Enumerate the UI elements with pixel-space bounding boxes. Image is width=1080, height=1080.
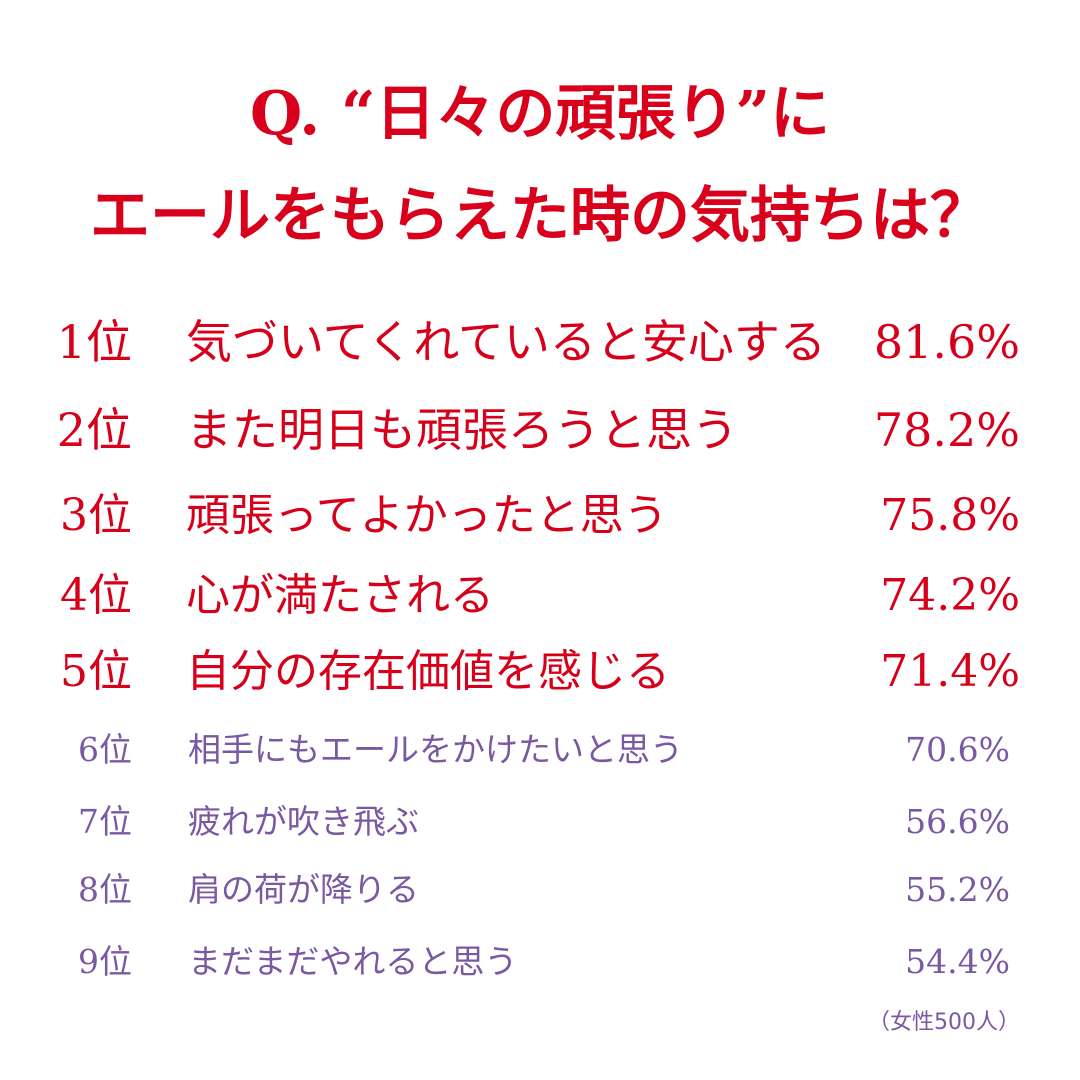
- rank-label: 8位: [78, 870, 132, 909]
- percentage-value: 75.8%: [880, 490, 1020, 541]
- question-title-line-1: Q. “日々の頑張り”に: [249, 79, 831, 149]
- rank-label: 9位: [78, 942, 132, 981]
- rank-label: 2位: [56, 403, 132, 457]
- answer-label: 気づいてくれていると安心する: [186, 315, 826, 369]
- answer-label: 自分の存在価値を感じる: [186, 646, 670, 697]
- rank-label: 7位: [78, 802, 132, 841]
- rank-label: 3位: [60, 490, 132, 541]
- answer-label: 心が満たされる: [186, 570, 494, 621]
- rank-label: 5位: [60, 646, 132, 697]
- answer-label: 疲れが吹き飛ぶ: [188, 802, 419, 841]
- percentage-value: 71.4%: [880, 646, 1020, 697]
- sample-size-note: （女性500人）: [868, 1010, 1020, 1035]
- answer-label: 肩の荷が降りる: [188, 870, 419, 909]
- rank-label: 1位: [56, 315, 132, 369]
- rank-label: 4位: [60, 570, 132, 621]
- question-title-line-2: エールをもらえた時の気持ちは？: [90, 181, 990, 251]
- percentage-value: 74.2%: [880, 570, 1020, 621]
- answer-label: まだまだやれると思う: [188, 942, 518, 981]
- rank-label: 6位: [78, 730, 132, 769]
- answer-label: 相手にもエールをかけたいと思う: [188, 730, 683, 769]
- answer-label: また明日も頑張ろうと思う: [186, 403, 738, 457]
- percentage-value: 54.4%: [905, 942, 1010, 981]
- percentage-value: 56.6%: [905, 802, 1010, 841]
- percentage-value: 81.6%: [873, 315, 1020, 369]
- percentage-value: 70.6%: [905, 730, 1010, 769]
- answer-label: 頑張ってよかったと思う: [186, 490, 668, 541]
- percentage-value: 78.2%: [873, 403, 1020, 457]
- percentage-value: 55.2%: [905, 870, 1010, 909]
